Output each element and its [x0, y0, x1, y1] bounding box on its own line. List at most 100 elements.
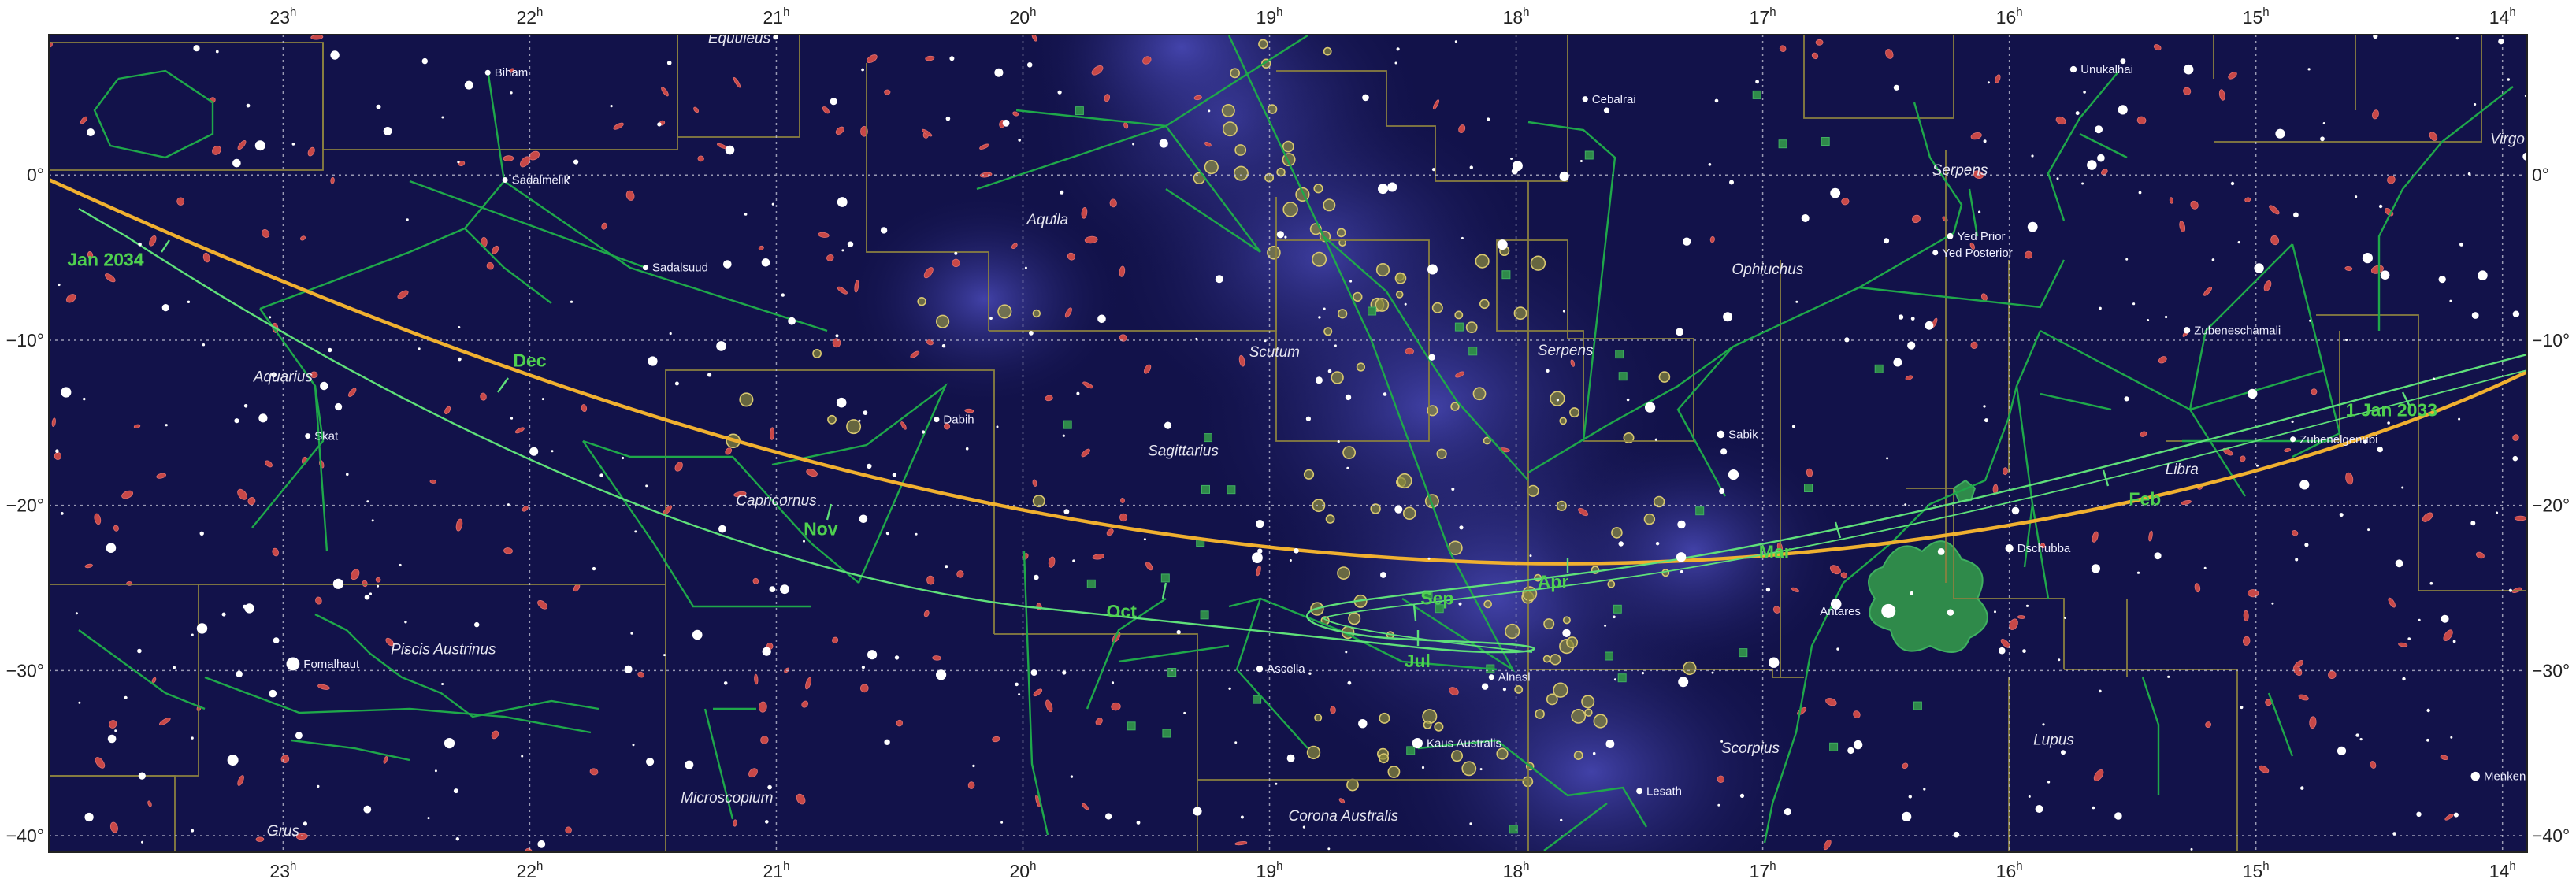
field-star [2449, 299, 2452, 302]
comet-trajectory [78, 207, 2527, 654]
galaxy-mark [503, 547, 513, 554]
galaxy-mark [2003, 467, 2008, 476]
galaxy-mark [956, 570, 964, 578]
galaxy-mark [979, 172, 993, 178]
nebula-mark [1752, 90, 1761, 99]
star-label: Dschubba [2017, 542, 2071, 555]
field-star [1387, 182, 1397, 192]
constellation-line [1015, 35, 1308, 128]
constellation-line [78, 629, 206, 710]
field-star [2438, 276, 2446, 284]
ra-hour-value: 14 [2489, 7, 2510, 28]
cluster-mark [1505, 623, 1520, 640]
field-star [894, 655, 900, 660]
cluster-mark [1683, 661, 1697, 676]
ra-hour-value: 22 [516, 861, 536, 881]
cluster-mark [1337, 566, 1350, 580]
ra-label-top: 18h [1503, 6, 1530, 28]
field-star [2339, 513, 2344, 517]
field-star [1559, 171, 1569, 182]
cluster-mark [1573, 751, 1583, 760]
milky-way-glow [843, 189, 1127, 410]
named-star-unukalhai [2069, 65, 2077, 73]
star-label: Unukalhai [2080, 63, 2133, 76]
field-star [507, 503, 510, 506]
field-star [996, 425, 999, 428]
star-label: Zubeneschamali [2194, 324, 2281, 337]
constellation-line [409, 180, 647, 269]
cluster-mark [1375, 263, 1390, 277]
galaxy-mark [2512, 434, 2519, 441]
field-star [1302, 825, 1305, 829]
field-star [2047, 781, 2051, 784]
ra-hour-value: 16 [1996, 861, 2017, 881]
galaxy-mark [2259, 765, 2270, 773]
cluster-mark [1566, 636, 1579, 649]
nebula-mark [1618, 372, 1628, 381]
galaxy-mark [486, 261, 494, 270]
field-star [138, 772, 146, 780]
field-star [936, 669, 947, 680]
field-star [457, 161, 460, 164]
cluster-mark [1379, 712, 1390, 724]
field-star [1327, 369, 1332, 373]
field-star [1396, 47, 1400, 51]
galaxy-mark [147, 800, 152, 807]
field-star [1618, 541, 1624, 547]
field-star [692, 629, 703, 640]
field-star [2362, 253, 2373, 264]
star-label: Sadalsuud [652, 261, 708, 275]
constellation-label: Serpens [1538, 343, 1594, 359]
field-star [377, 584, 380, 588]
galaxy-mark [491, 730, 499, 740]
ra-label-top: 17h [1750, 6, 1776, 28]
cluster-mark [1546, 693, 1558, 706]
field-star [243, 404, 248, 408]
field-star [1676, 328, 1684, 336]
field-star [1720, 448, 1728, 455]
field-star [1294, 548, 1299, 554]
field-star [954, 251, 958, 255]
galaxy-mark [113, 525, 119, 532]
galaxy-mark [2025, 250, 2033, 259]
galaxy-mark [265, 460, 273, 468]
named-star-dabih [934, 417, 940, 423]
galaxy-mark [1432, 99, 1440, 110]
named-star-biham [484, 69, 491, 76]
galaxy-mark [94, 513, 102, 525]
constellation-line [703, 708, 734, 820]
comet-date-tick [1412, 604, 1417, 621]
field-star [366, 500, 369, 503]
field-star [2211, 258, 2215, 261]
field-star [1062, 670, 1067, 675]
ra-hour-unit: h [2509, 6, 2515, 19]
field-star [861, 68, 864, 72]
field-star [292, 834, 295, 837]
constellation-line [1763, 385, 2018, 844]
cluster-mark [1353, 291, 1363, 302]
galaxy-mark [2270, 235, 2280, 246]
field-star [1308, 672, 1312, 675]
field-star [1252, 552, 1263, 563]
field-star [2083, 91, 2086, 94]
field-star [1070, 775, 1074, 778]
field-star [2097, 154, 2105, 162]
field-star [405, 649, 408, 653]
nebula-mark [1127, 721, 1136, 731]
cluster-mark [1423, 720, 1432, 729]
field-star [1923, 788, 1926, 791]
comet-date-tick [1834, 521, 1842, 539]
star-label: Skat [314, 430, 339, 443]
field-star [55, 449, 59, 453]
comet-date-label: Jan 2034 [67, 250, 143, 270]
nebula-mark [1200, 610, 1209, 620]
galaxy-mark [1779, 45, 1787, 53]
field-star [841, 249, 844, 252]
galaxy-mark [884, 89, 891, 95]
galaxy-mark [87, 250, 94, 259]
field-star [2507, 78, 2510, 81]
cluster-mark [1032, 495, 1045, 508]
cluster-mark [997, 304, 1012, 319]
field-star [2395, 559, 2403, 568]
cluster-mark [1483, 599, 1492, 609]
